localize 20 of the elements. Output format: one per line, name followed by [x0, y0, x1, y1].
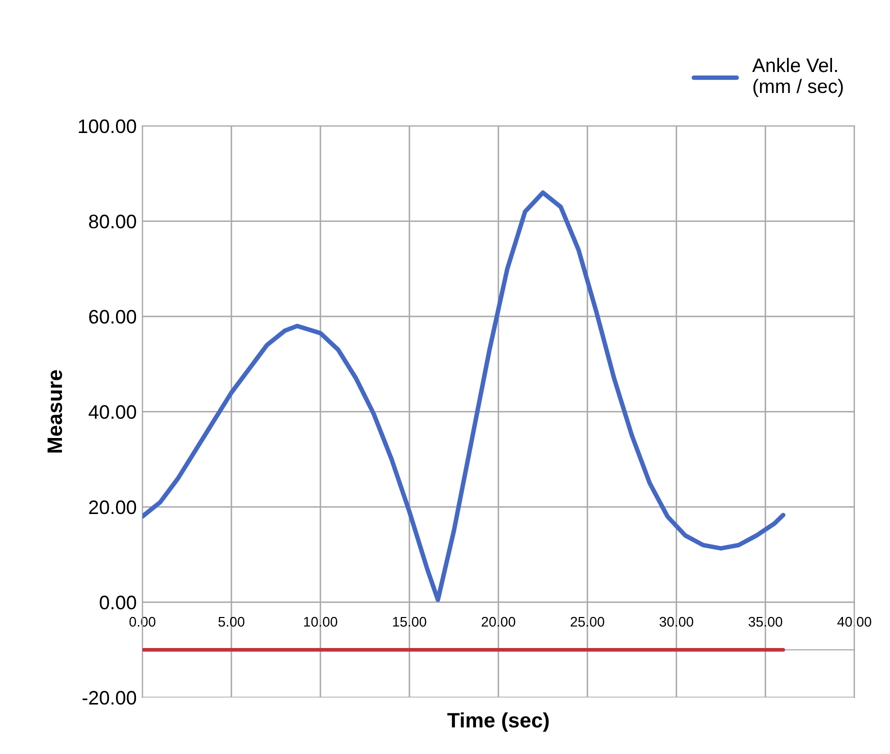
x-tick-label: 35.00: [748, 616, 782, 627]
y-tick-label: 40.00: [88, 405, 136, 419]
y-tick-label: 80.00: [89, 214, 136, 228]
y-tick-label: 0.00: [100, 596, 136, 610]
x-tick-label: 5.00: [218, 616, 244, 627]
y-tick-label: 60.00: [89, 310, 136, 324]
x-axis-title: Time (sec): [447, 712, 549, 732]
x-tick-label: 10.00: [304, 616, 338, 627]
x-tick-label: 0.00: [129, 616, 156, 627]
x-tick-label: 20.00: [482, 616, 516, 627]
x-tick-label: 40.00: [837, 616, 872, 627]
x-tick-label: 30.00: [660, 616, 694, 627]
y-axis-title: Measure: [48, 370, 62, 453]
legend-label: Ankle Vel. (mm / sec): [752, 58, 843, 97]
y-tick-label: -20.00: [82, 690, 136, 705]
x-tick-label: 15.00: [393, 616, 426, 627]
y-tick-label: 100.00: [78, 119, 136, 134]
line-series: [142, 190, 786, 602]
x-tick-label: 25.00: [570, 616, 604, 627]
y-tick-label: 20.00: [89, 500, 136, 514]
